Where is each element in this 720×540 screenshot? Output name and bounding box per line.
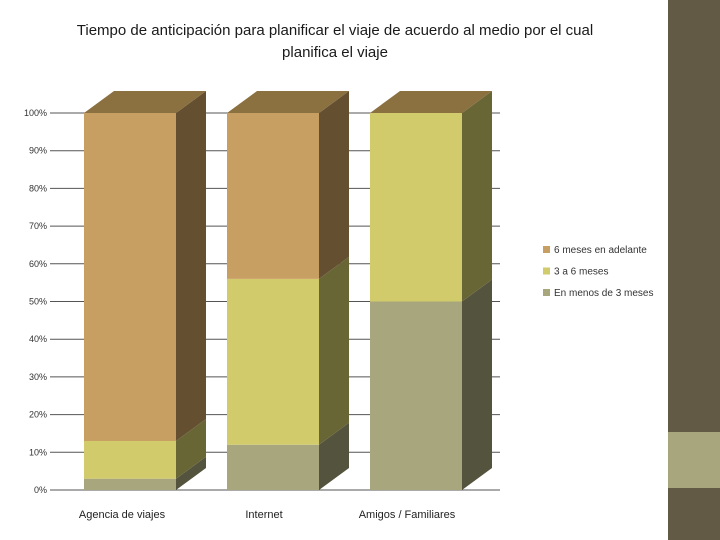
- y-tick-label: 20%: [29, 410, 47, 420]
- y-tick-label: 100%: [24, 108, 47, 118]
- bar-top-face: [227, 91, 349, 113]
- bars: [84, 91, 492, 490]
- y-tick-label: 90%: [29, 146, 47, 156]
- y-tick-label: 80%: [29, 183, 47, 193]
- bar-segment: [84, 418, 206, 479]
- y-tick-label: 60%: [29, 259, 47, 269]
- bar-side-face: [319, 422, 349, 490]
- bar-side-face: [176, 418, 206, 479]
- x-tick-label: Amigos / Familiares: [359, 509, 456, 521]
- legend-entry: 3 a 6 meses: [543, 267, 608, 278]
- bar-front-face: [370, 301, 462, 490]
- legend-label: En menos de 3 meses: [554, 288, 654, 299]
- bar-side-face: [319, 91, 349, 279]
- y-tick-label: 0%: [34, 485, 47, 495]
- bar-front-face: [370, 113, 462, 302]
- bar-segment: [370, 91, 492, 302]
- bar-front-face: [227, 113, 319, 279]
- bar-front-face: [227, 278, 319, 445]
- y-axis-ticks: 0% 10% 20% 30% 40% 50% 60% 70% 80% 90% 100%: [24, 108, 47, 495]
- bar-segment: [227, 422, 349, 490]
- legend-entry: 6 meses en adelante: [543, 245, 647, 256]
- bar-side-face: [462, 91, 492, 302]
- legend-label: 3 a 6 meses: [554, 267, 608, 278]
- y-tick-label: 30%: [29, 372, 47, 382]
- y-tick-label: 50%: [29, 297, 47, 307]
- bar-side-face: [176, 91, 206, 441]
- bar-side-face: [319, 256, 349, 445]
- bar-side-face: [176, 456, 206, 490]
- bar-front-face: [84, 440, 176, 479]
- side-decoration-band: [668, 432, 720, 488]
- chart-title: Tiempo de anticipación para planificar e…: [76, 22, 594, 61]
- bar-segment: [84, 456, 206, 490]
- legend: 6 meses en adelante 3 a 6 meses En menos d…: [543, 245, 654, 299]
- bar-front-face: [84, 113, 176, 441]
- bar-side-face: [462, 279, 492, 490]
- legend-label: 6 meses en adelante: [554, 245, 647, 256]
- x-tick-label: Agencia de viajes: [79, 509, 166, 521]
- x-tick-label: Internet: [245, 509, 282, 521]
- bar-segment: [370, 279, 492, 490]
- bar-segment: [84, 91, 206, 441]
- x-axis-ticks: Agencia de viajes Internet Amigos / Famili…: [79, 509, 456, 521]
- legend-swatch: [543, 246, 550, 253]
- y-tick-label: 40%: [29, 334, 47, 344]
- legend-swatch: [543, 267, 550, 275]
- y-tick-label: 70%: [29, 221, 47, 231]
- legend-swatch: [543, 289, 550, 296]
- bar-front-face: [227, 444, 319, 490]
- bar-segment: [227, 256, 349, 445]
- y-tick-label: 10%: [29, 447, 47, 457]
- bar-segment: [227, 91, 349, 279]
- legend-entry: En menos de 3 meses: [543, 288, 654, 299]
- bar-front-face: [84, 478, 176, 490]
- bar-top-face: [84, 91, 206, 113]
- bar-top-face: [370, 91, 492, 113]
